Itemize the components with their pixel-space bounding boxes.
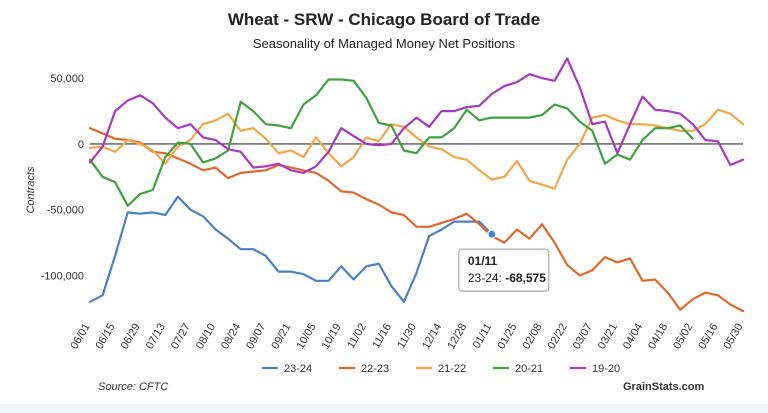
x-tick-label: 02/08 xyxy=(521,322,545,352)
x-tick-label: 10/19 xyxy=(320,322,344,352)
series-line-22-23[interactable] xyxy=(88,127,745,313)
x-axis-tick-labels: 06/01 06/15 06/29 07/13 07/27 08/10 08/24 09/07… xyxy=(68,322,745,352)
series-line-21-22[interactable] xyxy=(88,108,745,190)
x-tick-label: 04/04 xyxy=(621,322,645,352)
x-tick-label: 06/29 xyxy=(119,322,143,352)
data-tooltip: 01/11 23-24: -68,575 xyxy=(458,229,550,292)
x-tick-label: 06/01 xyxy=(68,322,92,352)
x-tick-label: 01/25 xyxy=(495,322,519,352)
legend-item-20-21[interactable]: 20-21 xyxy=(493,363,543,375)
x-tick-label: 05/30 xyxy=(721,322,745,352)
legend-item-22-23[interactable]: 22-23 xyxy=(339,363,389,375)
legend-item-21-22[interactable]: 21-22 xyxy=(416,363,466,375)
series-line-19-20[interactable] xyxy=(88,57,745,174)
x-tick-label: 03/07 xyxy=(571,322,595,352)
x-tick-label: 12/28 xyxy=(445,322,469,352)
tooltip-marker xyxy=(487,229,497,239)
legend-label: 21-22 xyxy=(438,363,466,375)
legend-item-23-24[interactable]: 23-24 xyxy=(262,363,312,375)
x-tick-label: 04/18 xyxy=(646,322,670,352)
source-note: Source: CFTC xyxy=(98,381,169,393)
brand-credit: GrainStats.com xyxy=(623,381,705,393)
x-tick-label: 05/02 xyxy=(671,322,695,352)
legend-item-19-20[interactable]: 19-20 xyxy=(570,363,620,375)
x-tick-label: 02/22 xyxy=(546,322,570,352)
y-tick-label: 50,000 xyxy=(50,73,84,85)
legend-label: 23-24 xyxy=(284,363,312,375)
series-lines[interactable] xyxy=(88,57,745,313)
y-tick-label: -100,000 xyxy=(41,271,84,283)
legend-label: 19-20 xyxy=(592,363,620,375)
tooltip-series-value: 23-24: -68,575 xyxy=(468,271,546,285)
x-tick-label: 01/11 xyxy=(471,322,495,351)
tooltip-date: 01/11 xyxy=(468,254,498,268)
y-tick-label: -50,000 xyxy=(47,205,84,217)
y-tick-label: 0 xyxy=(78,139,84,151)
x-tick-label: 05/16 xyxy=(696,322,720,352)
legend-label: 20-21 xyxy=(515,363,543,375)
x-tick-label: 08/10 xyxy=(194,322,218,352)
series-line-23-24[interactable] xyxy=(88,195,493,303)
chart-subtitle: Seasonality of Managed Money Net Positio… xyxy=(252,36,516,51)
x-tick-label: 07/27 xyxy=(169,322,193,352)
tooltip-box xyxy=(458,248,550,292)
legend-label: 22-23 xyxy=(361,363,389,375)
x-tick-label: 03/21 xyxy=(596,322,620,352)
x-tick-label: 11/16 xyxy=(370,322,394,351)
x-tick-label: 09/21 xyxy=(269,322,293,352)
x-tick-label: 08/24 xyxy=(219,322,243,352)
x-tick-label: 10/05 xyxy=(294,322,318,352)
x-tick-label: 11/30 xyxy=(395,322,419,351)
series-line-20-21[interactable] xyxy=(88,78,694,207)
y-axis-tick-labels: 50,000 0 -50,000 -100,000 Contracts xyxy=(25,73,84,282)
y-axis-title: Contracts xyxy=(25,166,37,214)
x-tick-label: 09/07 xyxy=(244,322,268,352)
bottom-strip xyxy=(0,404,768,413)
x-tick-label: 12/14 xyxy=(420,322,444,352)
chart-legend[interactable]: 23-24 22-23 21-22 20-21 19-20 xyxy=(262,363,620,375)
x-tick-label: 07/13 xyxy=(144,322,168,352)
x-tick-label: 06/15 xyxy=(94,322,118,352)
x-tick-label: 11/02 xyxy=(345,322,369,351)
chart-title: Wheat - SRW - Chicago Board of Trade xyxy=(227,10,541,29)
